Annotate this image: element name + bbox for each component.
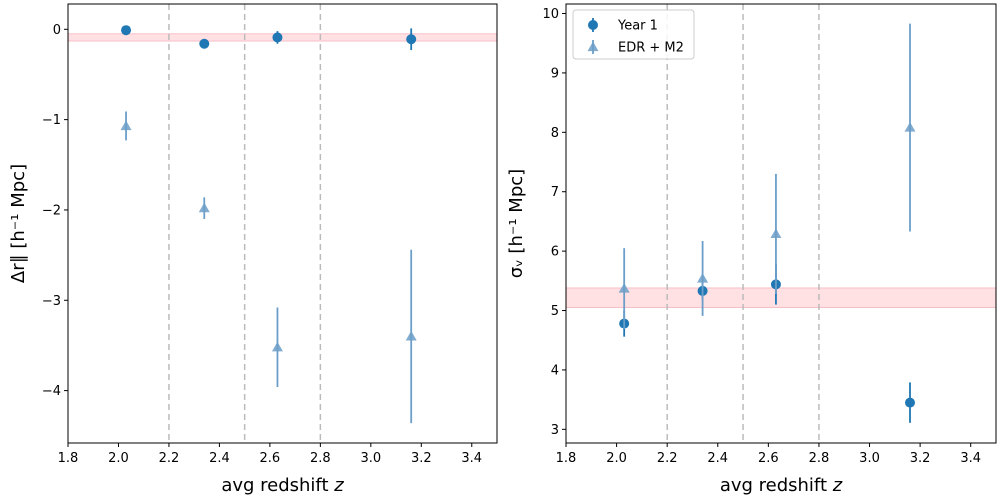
y-tick-label: 0 xyxy=(53,23,61,38)
x-tick-label: 2.8 xyxy=(809,451,830,466)
x-tick-label: 3.2 xyxy=(411,451,432,466)
data-point xyxy=(770,228,782,239)
panel-1: 1.8 2.0 2.2 2.4 2.6 2.8 3.0 3.2 3.4 0 −1 −2 −3 −4 avg … xyxy=(8,3,498,496)
data-point xyxy=(618,283,630,293)
reference-band xyxy=(68,33,497,42)
reference-band xyxy=(566,287,996,308)
axes-frame xyxy=(67,3,498,444)
x-axis-label: avg redshift z xyxy=(720,475,843,496)
x-tick-label: 2.6 xyxy=(260,451,281,466)
x-tick-label: 1.8 xyxy=(58,451,79,466)
series-year1 xyxy=(121,25,417,51)
y-tick-label: −2 xyxy=(42,203,61,218)
x-tick-label: 3.0 xyxy=(360,451,381,466)
legend: Year 1 EDR + M2 xyxy=(572,9,695,60)
data-point xyxy=(406,34,417,45)
legend-label: Year 1 xyxy=(617,19,658,34)
legend-marker-year1 xyxy=(588,20,598,30)
x-tick-label: 2.8 xyxy=(310,451,331,466)
data-point xyxy=(697,272,709,283)
data-point xyxy=(199,38,210,49)
x-tick-label: 2.0 xyxy=(606,451,627,466)
y-tick-label: 3 xyxy=(551,423,559,438)
x-axis-label-text: avg redshift xyxy=(221,475,334,496)
y-axis-label: σᵥ [h⁻¹ Mpc] xyxy=(506,169,527,278)
x-tick-label: 2.4 xyxy=(209,451,230,466)
x-tick-label: 3.0 xyxy=(859,451,880,466)
y-tick-label: 8 xyxy=(551,126,559,141)
y-tick-label: −1 xyxy=(42,113,61,128)
x-tick-label: 2.4 xyxy=(707,451,728,466)
data-point xyxy=(120,120,132,131)
x-tick-label: 2.6 xyxy=(758,451,779,466)
x-tick-label: 3.2 xyxy=(910,451,931,466)
data-point xyxy=(271,341,283,352)
x-axis-label: avg redshift z xyxy=(221,475,344,496)
x-tick-label: 3.4 xyxy=(461,451,482,466)
data-point xyxy=(121,25,132,36)
data-point xyxy=(272,32,283,43)
series-edr-m2 xyxy=(120,111,417,424)
y-tick-label: −4 xyxy=(42,384,61,399)
axes-frame xyxy=(565,3,997,444)
x-tick-label: 1.8 xyxy=(556,451,577,466)
legend-box xyxy=(572,9,695,60)
x-tick-label: 2.2 xyxy=(657,451,678,466)
y-tick-label: 7 xyxy=(551,185,559,200)
plot-area xyxy=(566,4,996,443)
legend-label: EDR + M2 xyxy=(618,41,684,56)
plot-area xyxy=(68,4,497,443)
x-axis-label-var: z xyxy=(333,475,344,496)
legend-marker-edr-m2 xyxy=(587,41,599,52)
y-axis-label: Δr∥ [h⁻¹ Mpc] xyxy=(8,164,29,283)
data-point xyxy=(904,122,916,132)
y-tick-label: 6 xyxy=(551,245,559,260)
x-axis-label-var: z xyxy=(832,475,843,496)
y-tick-label: 4 xyxy=(551,363,559,378)
data-point xyxy=(405,330,417,341)
panel-2: 1.8 2.0 2.2 2.4 2.6 2.8 3.0 3.2 3.4 3 4 5 6 7 8 9 10 avg … xyxy=(506,3,997,496)
y-tick-label: 5 xyxy=(551,304,559,319)
x-tick-label: 3.4 xyxy=(960,451,981,466)
x-tick-label: 2.2 xyxy=(159,451,180,466)
y-tick-label: 10 xyxy=(542,7,559,22)
x-tick-label: 2.0 xyxy=(108,451,129,466)
y-tick-label: −3 xyxy=(42,294,61,309)
series-edr-m2 xyxy=(618,23,916,329)
data-point xyxy=(905,397,915,408)
data-point xyxy=(198,202,210,213)
x-axis-label-text: avg redshift xyxy=(720,475,833,496)
y-tick-label: 9 xyxy=(551,66,559,81)
